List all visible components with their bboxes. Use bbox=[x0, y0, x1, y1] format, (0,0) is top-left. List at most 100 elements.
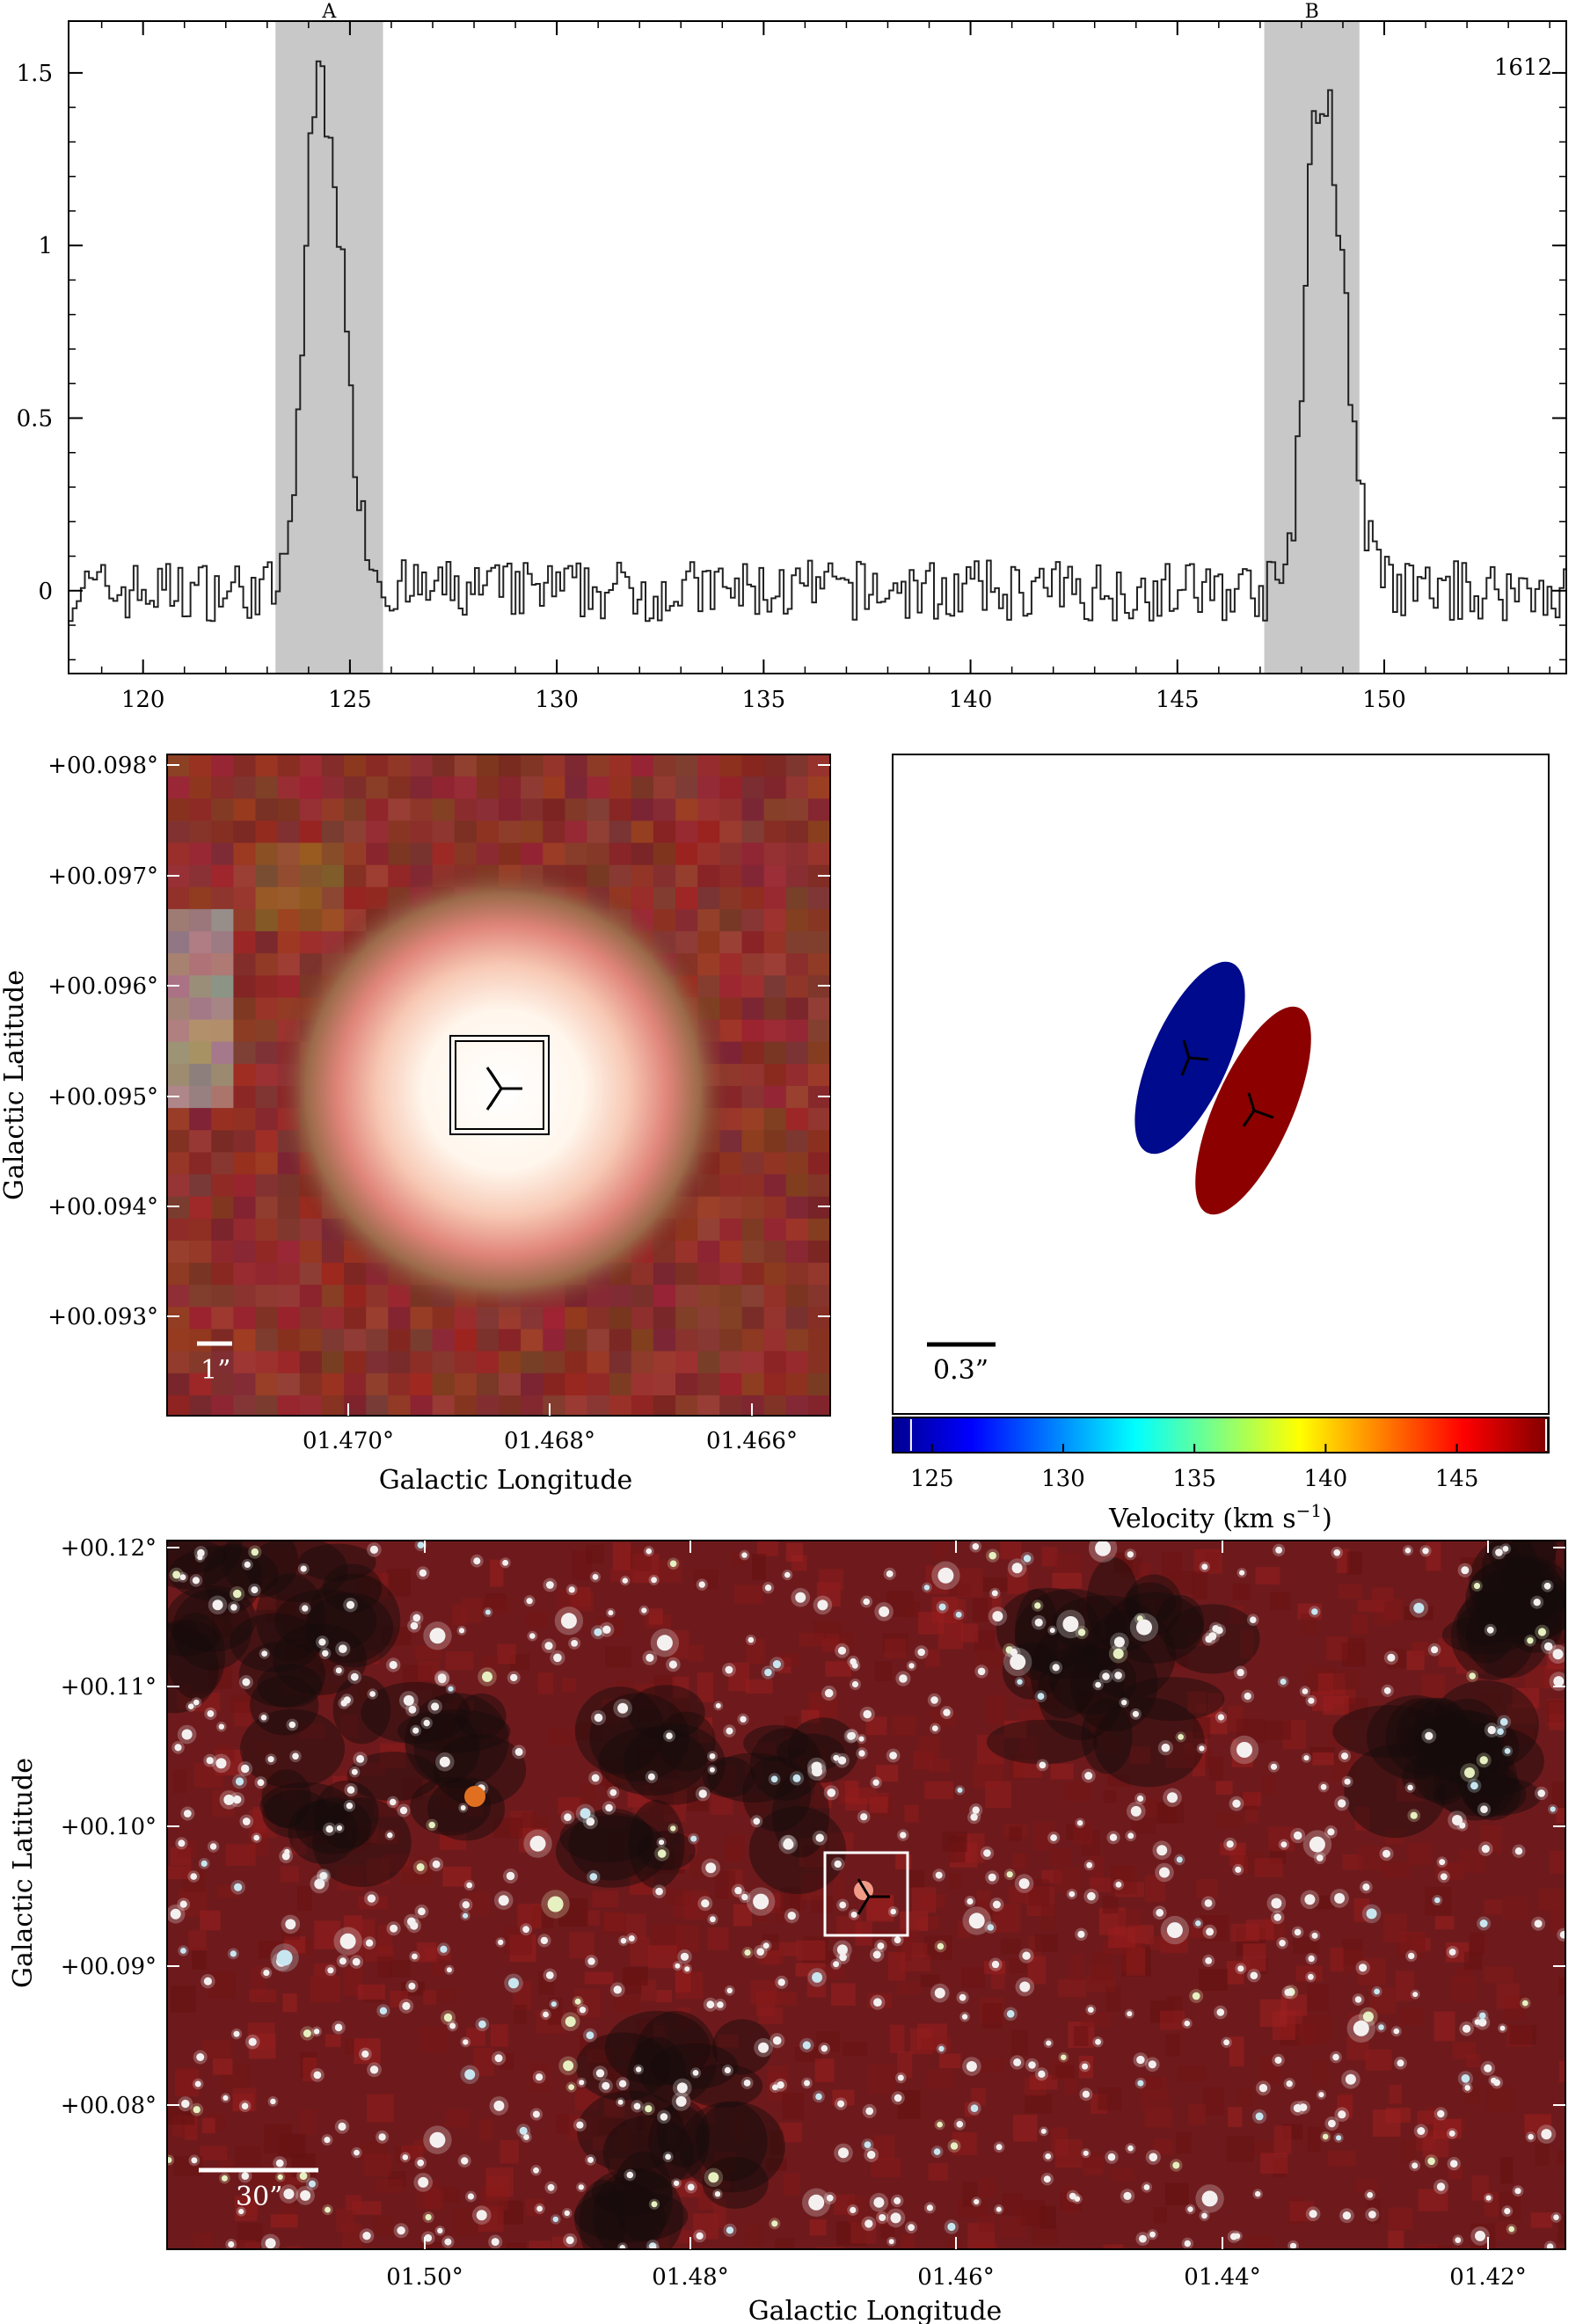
dust-cloud bbox=[657, 1711, 716, 1772]
dust-cloud bbox=[1014, 1588, 1060, 1681]
star bbox=[908, 1663, 915, 1669]
star bbox=[1013, 2058, 1022, 2066]
nebula-patch bbox=[1190, 1925, 1207, 1939]
nebula-patch bbox=[284, 1936, 306, 1954]
nebula-patch bbox=[1556, 1808, 1565, 1824]
nebula-patch bbox=[193, 2233, 214, 2248]
image-pixel bbox=[741, 1152, 765, 1176]
star bbox=[899, 1674, 908, 1683]
star bbox=[1028, 2061, 1036, 2069]
image-pixel bbox=[189, 1218, 212, 1242]
star bbox=[1039, 1761, 1047, 1769]
star bbox=[362, 2232, 371, 2240]
image-pixel bbox=[410, 1307, 434, 1330]
nebula-patch bbox=[920, 1974, 940, 1987]
nebula-patch bbox=[901, 2233, 915, 2249]
nebula-patch bbox=[555, 2113, 570, 2134]
star bbox=[369, 1691, 376, 1697]
nebula-patch bbox=[987, 1694, 1006, 1724]
image-pixel bbox=[631, 820, 654, 844]
image-pixel bbox=[565, 1395, 588, 1416]
star bbox=[1437, 2109, 1445, 2118]
image-pixel bbox=[653, 1285, 676, 1308]
star bbox=[574, 1998, 581, 2005]
dust-cloud bbox=[1443, 1726, 1544, 1796]
nebula-patch bbox=[1130, 1818, 1156, 1834]
image-pixel bbox=[167, 997, 190, 1021]
image-pixel bbox=[653, 1307, 676, 1330]
image-pixel bbox=[167, 1329, 190, 1352]
image-pixel bbox=[410, 798, 434, 822]
nebula-patch bbox=[1555, 1619, 1565, 1644]
star bbox=[1521, 2000, 1528, 2007]
y-tick-label: 1.5 bbox=[17, 61, 53, 87]
nebula-patch bbox=[1139, 1563, 1152, 1589]
spectrum-series-line bbox=[69, 60, 1566, 623]
nebula-patch bbox=[1357, 1599, 1385, 1613]
star bbox=[417, 1541, 425, 1548]
star bbox=[817, 1599, 828, 1611]
nebula-patch bbox=[867, 2063, 896, 2094]
image-pixel bbox=[719, 1263, 743, 1286]
star bbox=[299, 2172, 308, 2181]
nebula-patch bbox=[962, 2182, 978, 2207]
wide-y-tick-label: +00.08° bbox=[61, 2093, 157, 2119]
nebula-patch bbox=[1431, 1714, 1445, 1738]
star bbox=[966, 2061, 977, 2072]
image-pixel bbox=[255, 1307, 279, 1330]
star bbox=[1559, 1931, 1565, 1939]
image-pixel bbox=[697, 1307, 720, 1330]
image-pixel bbox=[763, 1152, 787, 1176]
image-pixel bbox=[741, 1174, 765, 1198]
image-pixel bbox=[807, 931, 830, 954]
nebula-patch bbox=[1564, 2178, 1565, 2194]
image-pixel bbox=[366, 776, 389, 799]
star bbox=[784, 1571, 791, 1578]
colorbar-label: Velocity (km s−1) bbox=[1108, 1500, 1332, 1534]
star bbox=[1077, 1930, 1085, 1938]
image-pixel bbox=[454, 1395, 478, 1416]
star bbox=[1113, 1636, 1125, 1648]
star bbox=[930, 1696, 938, 1704]
image-pixel bbox=[785, 1285, 809, 1308]
image-pixel bbox=[233, 1196, 257, 1220]
star bbox=[1338, 2110, 1346, 2119]
nebula-patch bbox=[1524, 2114, 1552, 2134]
image-pixel bbox=[255, 1130, 279, 1154]
star bbox=[701, 1899, 710, 1908]
nebula-patch bbox=[1452, 2042, 1477, 2059]
dust-cloud bbox=[1464, 1763, 1521, 1821]
image-pixel bbox=[211, 754, 235, 777]
star bbox=[478, 2020, 486, 2029]
image-pixel bbox=[763, 864, 787, 888]
nebula-patch bbox=[1463, 1951, 1483, 1971]
image-pixel bbox=[807, 798, 830, 822]
nebula-patch bbox=[1176, 2131, 1192, 2154]
nebula-patch bbox=[632, 2030, 654, 2049]
star bbox=[546, 1581, 554, 1589]
image-pixel bbox=[609, 776, 632, 799]
cutout-x-tick-label: 01.470° bbox=[303, 1428, 394, 1454]
star bbox=[327, 1967, 334, 1974]
image-pixel bbox=[189, 997, 212, 1021]
nebula-patch bbox=[1312, 1895, 1335, 1910]
nebula-patch bbox=[1401, 2138, 1416, 2163]
star bbox=[1412, 1992, 1419, 1998]
image-pixel bbox=[211, 1086, 235, 1109]
nebula-patch bbox=[201, 2117, 215, 2134]
nebula-patch bbox=[1102, 1896, 1119, 1914]
nebula-patch bbox=[746, 1638, 765, 1664]
star bbox=[812, 1766, 822, 1777]
image-pixel bbox=[763, 1174, 787, 1198]
dust-cloud bbox=[322, 1563, 383, 1613]
image-pixel bbox=[609, 1373, 632, 1396]
star bbox=[988, 1551, 996, 1560]
star bbox=[1235, 1866, 1242, 1873]
image-pixel bbox=[167, 798, 190, 822]
star bbox=[1328, 2119, 1336, 2128]
image-pixel bbox=[785, 1263, 809, 1286]
image-pixel bbox=[277, 820, 301, 844]
star bbox=[753, 1818, 761, 1825]
star bbox=[1294, 1928, 1302, 1936]
image-pixel bbox=[697, 1263, 720, 1286]
